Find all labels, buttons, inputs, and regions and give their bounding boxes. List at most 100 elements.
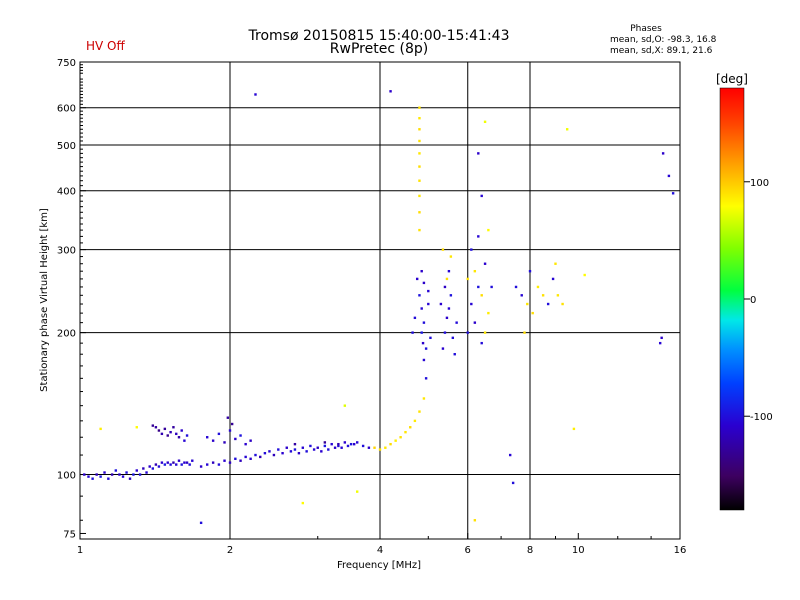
data-point — [551, 277, 555, 281]
data-point — [244, 442, 247, 446]
y-axis-label: Stationary phase Virtual Height [km] — [39, 208, 50, 392]
data-point — [520, 294, 523, 297]
data-point — [439, 302, 443, 306]
data-point — [330, 442, 333, 446]
data-point — [142, 467, 145, 470]
data-point — [132, 473, 135, 476]
data-point — [511, 481, 515, 485]
data-point — [418, 116, 421, 120]
data-point — [514, 285, 518, 289]
data-point — [477, 152, 480, 155]
data-point — [422, 321, 426, 324]
phases-x-stats: mean, sd,X: 89.1, 21.6 — [610, 46, 713, 56]
data-point — [172, 426, 175, 429]
data-point — [305, 450, 308, 453]
data-point — [157, 465, 161, 468]
data-point — [239, 459, 242, 462]
data-point — [103, 471, 106, 474]
data-point — [536, 285, 540, 289]
colorbar-label: [deg] — [716, 72, 748, 86]
data-point — [239, 434, 242, 437]
data-point — [473, 321, 477, 324]
data-point — [293, 448, 297, 451]
data-point — [418, 228, 421, 232]
data-point — [424, 347, 428, 350]
data-point — [327, 448, 330, 451]
data-point — [531, 311, 534, 315]
data-point — [254, 453, 257, 457]
data-point — [185, 434, 189, 437]
data-point — [477, 285, 480, 289]
data-point — [230, 422, 234, 426]
data-point — [188, 463, 191, 466]
data-point — [228, 429, 232, 432]
data-point — [199, 465, 203, 468]
data-point — [660, 336, 663, 340]
x-axis-label: Frequency [MHz] — [337, 560, 421, 571]
hv-status: HV Off — [86, 39, 125, 53]
data-point — [526, 302, 529, 306]
data-point — [449, 255, 453, 258]
x-tick-label: 16 — [674, 545, 687, 556]
data-point — [183, 461, 186, 464]
data-point — [157, 429, 161, 432]
data-point — [205, 463, 209, 466]
data-point — [349, 442, 353, 446]
data-point — [473, 519, 477, 522]
data-point — [453, 353, 456, 356]
data-point — [487, 311, 490, 315]
data-point — [272, 453, 276, 457]
data-point — [244, 455, 247, 459]
data-point — [211, 461, 215, 464]
x-tick-label: 4 — [377, 545, 383, 556]
data-point — [205, 436, 209, 439]
data-point — [418, 179, 421, 182]
data-point — [661, 152, 665, 155]
data-point — [418, 152, 421, 155]
data-point — [378, 448, 382, 451]
data-point — [441, 248, 445, 251]
data-point — [443, 331, 447, 334]
data-point — [355, 441, 359, 444]
data-point — [226, 416, 230, 419]
data-point — [583, 273, 586, 277]
data-point — [333, 446, 337, 449]
data-point — [418, 211, 421, 214]
data-point — [445, 277, 449, 281]
data-point — [175, 463, 178, 466]
x-axis: 1 2 4 6 8 10 16 — [77, 533, 687, 556]
data-point — [483, 262, 487, 265]
colorbar-tick-label: 100 — [750, 178, 769, 189]
data-point — [163, 463, 167, 466]
colorbar-tick-label: 0 — [750, 295, 756, 306]
data-point — [528, 269, 532, 273]
x-tick-label: 8 — [527, 545, 533, 556]
data-point — [556, 294, 560, 297]
y-tick-label: 750 — [57, 58, 76, 69]
data-point — [413, 419, 417, 423]
data-point — [477, 235, 480, 238]
data-point — [346, 444, 350, 448]
data-point — [99, 475, 102, 478]
y-tick-label: 100 — [57, 471, 76, 482]
data-point — [389, 90, 392, 93]
data-point — [191, 459, 194, 462]
data-point — [151, 467, 155, 470]
data-point — [297, 451, 301, 455]
data-point — [483, 120, 487, 124]
data-point — [277, 448, 280, 451]
data-point — [169, 430, 172, 434]
x-tick-label: 1 — [77, 545, 83, 556]
data-point — [373, 446, 376, 449]
data-point — [367, 446, 371, 449]
data-point — [443, 285, 447, 289]
data-point — [234, 457, 237, 461]
data-point — [320, 450, 323, 453]
phases-o-stats: mean, sd,O: -98.3, 16.8 — [610, 35, 717, 45]
data-point — [415, 277, 419, 281]
data-point — [293, 442, 297, 446]
data-point — [658, 341, 662, 345]
data-point — [166, 461, 169, 464]
x-tick-label: 2 — [227, 545, 233, 556]
data-point — [316, 446, 319, 449]
